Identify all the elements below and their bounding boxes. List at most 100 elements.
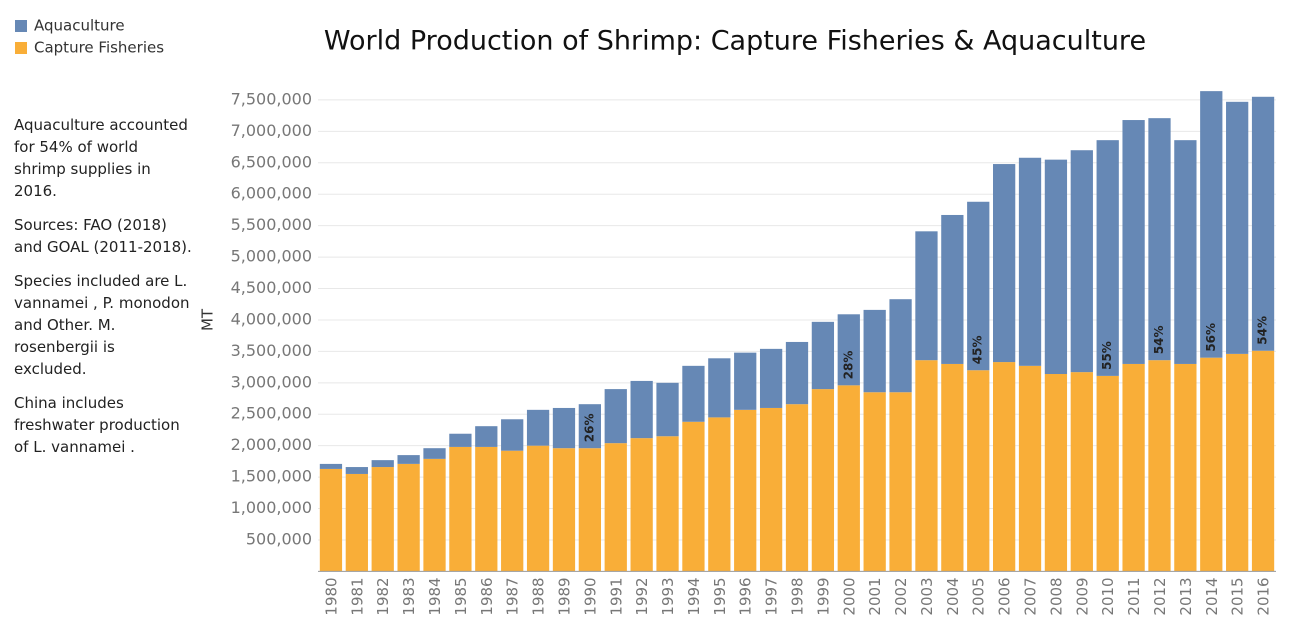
bar-segment [863, 309, 886, 393]
note: Aquaculture accounted for 54% of world s… [14, 116, 188, 200]
bar-segment [1226, 101, 1249, 354]
annotation: 56% [1204, 323, 1218, 352]
bar-segment [552, 407, 576, 449]
bar-segment [1174, 363, 1197, 572]
bar-segment [708, 417, 731, 572]
legend-swatch [15, 20, 27, 32]
x-tick-label: 1997 [763, 577, 781, 615]
bar-segment [345, 467, 368, 474]
bar-segment [967, 201, 990, 371]
x-tick-label: 2007 [1022, 577, 1040, 615]
bar-segment [811, 389, 835, 572]
x-tick-label: 1985 [452, 577, 470, 615]
x-tick-label: 2009 [1073, 577, 1091, 615]
bar-segment [915, 231, 938, 361]
bar-segment [423, 448, 446, 459]
x-tick-label: 2015 [1229, 577, 1247, 615]
chart-title: World Production of Shrimp: Capture Fish… [324, 26, 1146, 57]
annotation: 26% [582, 413, 596, 442]
y-tick-label: 5,000,000 [231, 247, 312, 266]
x-tick-label: 1984 [426, 577, 444, 615]
y-tick-label: 7,500,000 [231, 89, 312, 108]
bar-segment [475, 446, 498, 572]
x-tick-label: 1998 [789, 577, 807, 615]
x-tick-label: 1987 [504, 577, 522, 615]
bar-segment [837, 314, 860, 386]
bar-segment [552, 448, 576, 572]
x-tick-label: 2011 [1125, 577, 1143, 615]
bar-segment [1148, 118, 1171, 361]
x-tick-label: 1983 [400, 577, 418, 615]
bar-segment [941, 214, 964, 364]
bar-segment [941, 363, 964, 572]
notes: Aquaculture accounted for 54% of world s… [14, 114, 192, 470]
bar-segment [371, 467, 394, 572]
bar-segment [501, 450, 524, 572]
bar-segment [630, 380, 653, 439]
x-tick-label: 2013 [1177, 577, 1195, 615]
bar-segment [682, 365, 705, 422]
bar-segment [889, 299, 912, 393]
bar-segment [1200, 91, 1223, 358]
bar-segment [319, 468, 343, 572]
bar-segment [734, 409, 757, 572]
bar-segment [319, 463, 343, 469]
bar-segment [371, 460, 394, 468]
x-tick-label: 2000 [840, 577, 858, 615]
bar-segment [811, 321, 835, 390]
x-tick-label: 2004 [944, 577, 962, 615]
y-tick-label: 5,500,000 [231, 215, 312, 234]
legend-swatch [15, 42, 27, 54]
annotation: 54% [1152, 325, 1166, 354]
bar-segment [993, 362, 1016, 572]
x-tick-label: 2014 [1203, 577, 1221, 615]
bar-segment [1018, 157, 1042, 366]
x-tick-label: 2006 [996, 577, 1014, 615]
x-tick-label: 1993 [659, 577, 677, 615]
bar-segment [993, 164, 1016, 363]
bar-segment [967, 370, 990, 572]
bar-segment [889, 392, 912, 572]
x-tick-label: 1986 [478, 577, 496, 615]
bar-segment [449, 433, 472, 447]
x-tick-label: 1989 [555, 577, 573, 615]
bar-segment [1070, 372, 1093, 572]
bar-segment [656, 382, 679, 437]
legend-label: Aquaculture [34, 17, 125, 35]
bar-segment [1251, 96, 1275, 351]
bar-segment [1044, 159, 1068, 375]
bar-segment [604, 443, 627, 572]
bar-segment [1044, 374, 1068, 572]
x-tick-label: 2005 [970, 577, 988, 615]
bar-segment [526, 409, 550, 446]
bar-segment [578, 404, 601, 449]
y-tick-label: 7,000,000 [231, 121, 312, 140]
annotation: 55% [1100, 341, 1114, 370]
bar-segment [630, 438, 653, 572]
bar-segment [1018, 365, 1042, 572]
bar-segment [397, 463, 420, 572]
note: China includes freshwater production of … [14, 394, 180, 456]
annotation: 28% [841, 351, 855, 380]
x-tick-label: 1992 [633, 577, 651, 615]
x-tick-label: 1996 [737, 577, 755, 615]
bar-segment [1122, 120, 1145, 364]
bar-segment [759, 348, 783, 408]
x-tick-label: 1991 [607, 577, 625, 615]
y-axis-label: MT [199, 308, 217, 331]
bar-segment [423, 458, 446, 572]
y-tick-label: 4,000,000 [231, 309, 312, 328]
bar-segment [397, 455, 420, 464]
y-tick-label: 6,500,000 [231, 152, 312, 171]
y-tick-label: 500,000 [246, 529, 312, 548]
bar-segment [785, 404, 809, 572]
x-tick-label: 1995 [711, 577, 729, 615]
bar-segment [526, 445, 550, 572]
x-tick-label: 2002 [892, 577, 910, 615]
x-tick-label: 1982 [374, 577, 392, 615]
y-tick-label: 3,000,000 [231, 372, 312, 391]
y-tick-label: 3,500,000 [231, 341, 312, 360]
y-tick-label: 2,000,000 [231, 435, 312, 454]
bar-segment [915, 360, 938, 572]
note: Species included are L. vannamei , P. mo… [14, 272, 190, 378]
